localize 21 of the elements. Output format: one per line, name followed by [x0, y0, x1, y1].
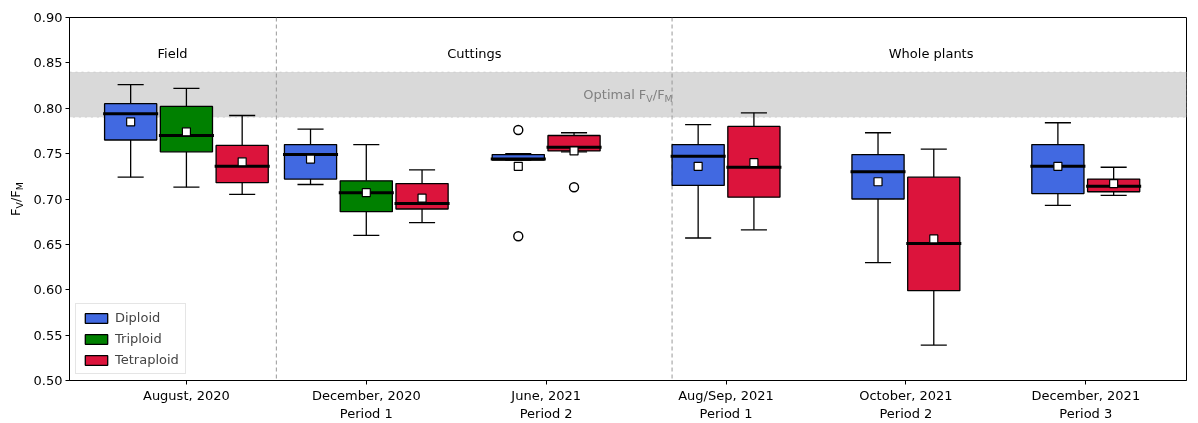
y-tick-label: 0.65 — [33, 236, 63, 252]
x-tick-label: October, 2021 Period 2 — [859, 387, 953, 421]
legend-label: Diploid — [115, 310, 161, 325]
legend-label: Triploid — [115, 331, 162, 346]
x-tick-label: Aug/Sep, 2021 Period 1 — [678, 387, 774, 421]
y-tick-label: 0.60 — [33, 282, 63, 298]
y-tick-label: 0.75 — [33, 146, 63, 162]
x-tick-label: December, 2021 Period 3 — [1031, 387, 1141, 421]
y-tick-label: 0.55 — [33, 327, 63, 343]
x-tick-label: August, 2020 — [143, 387, 230, 403]
annotation: Whole plants — [888, 46, 974, 61]
annotation: Cuttings — [447, 46, 502, 61]
x-tick-label: June, 2021 Period 2 — [510, 387, 581, 421]
x-tick-label: December, 2020 Period 1 — [311, 387, 421, 421]
y-tick-label: 0.90 — [33, 10, 63, 25]
legend-label: Tetraploid — [115, 352, 179, 367]
y-tick-label: 0.80 — [33, 100, 63, 116]
y-tick-label: 0.50 — [33, 373, 63, 388]
y-tick-label: 0.70 — [33, 191, 63, 207]
annotation: Field — [157, 46, 188, 61]
y-tick-label: 0.85 — [33, 55, 63, 71]
